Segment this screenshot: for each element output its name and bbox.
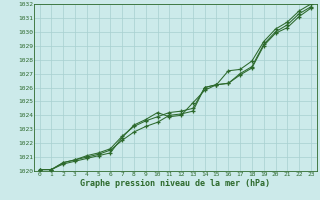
X-axis label: Graphe pression niveau de la mer (hPa): Graphe pression niveau de la mer (hPa) [80, 179, 270, 188]
